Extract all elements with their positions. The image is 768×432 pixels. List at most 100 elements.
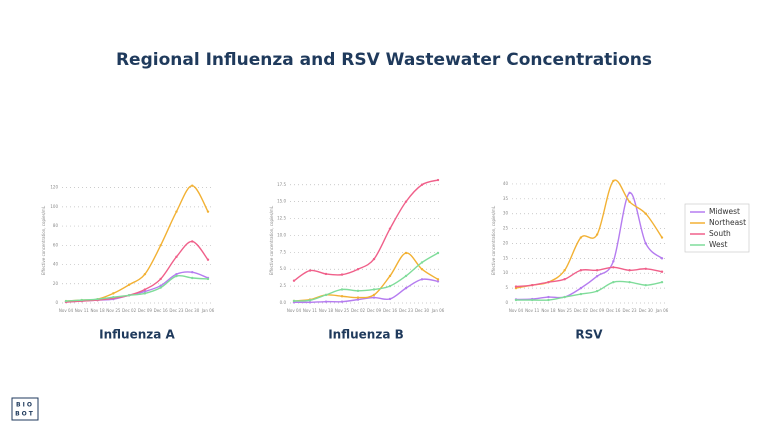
data-point: [579, 292, 583, 296]
data-point: [595, 269, 599, 272]
legend-label: Northeast: [709, 218, 746, 227]
data-point: [531, 283, 534, 287]
y-axis-label: Effective concentration, copies/mL: [41, 205, 46, 275]
data-point: [372, 288, 376, 291]
x-tick-label: Dec 16: [606, 308, 621, 313]
data-point: [612, 280, 615, 284]
data-point: [514, 285, 518, 288]
series-line: [516, 280, 663, 301]
data-point: [644, 242, 647, 245]
x-tick-label: Dec 09: [367, 308, 382, 313]
x-tick-label: Dec 09: [590, 308, 605, 313]
chart-title: Influenza B: [328, 328, 404, 342]
data-point: [628, 269, 631, 272]
y-tick-label: 5: [505, 285, 508, 290]
logo-box: [11, 397, 39, 421]
x-tick-label: Nov 04: [509, 308, 524, 313]
x-tick-label: Jan 06: [201, 308, 215, 313]
data-point: [595, 275, 599, 278]
data-point: [191, 276, 194, 280]
data-point: [388, 227, 392, 230]
y-tick-label: 0.0: [280, 300, 287, 305]
data-point: [579, 236, 583, 239]
y-tick-label: 100: [50, 204, 58, 209]
data-point: [324, 293, 328, 297]
y-axis-label: Effective concentration, copies/mL: [269, 205, 274, 275]
y-tick-label: 15: [503, 255, 509, 260]
data-point: [340, 300, 344, 303]
data-point: [579, 286, 583, 290]
series-line: [293, 278, 439, 304]
series-line: [293, 252, 439, 302]
y-tick-label: 120: [50, 185, 58, 190]
data-point: [159, 244, 162, 247]
y-tick-label: 7.5: [280, 249, 287, 254]
y-tick-label: 35: [503, 196, 509, 201]
data-point: [628, 200, 631, 204]
x-tick-label: Dec 30: [639, 308, 654, 313]
data-point: [206, 210, 210, 213]
data-point: [356, 289, 360, 293]
data-point: [436, 280, 440, 283]
y-tick-label: 40: [503, 181, 509, 186]
series-line: [293, 252, 439, 302]
y-tick-label: 12.5: [277, 216, 286, 221]
x-tick-label: Nov 11: [75, 308, 90, 313]
data-point: [127, 294, 131, 297]
logo: BIO BOT: [11, 397, 39, 421]
data-point: [420, 268, 424, 271]
y-tick-label: 0: [55, 300, 58, 305]
data-point: [388, 284, 392, 288]
data-point: [404, 251, 408, 255]
y-tick-label: 60: [53, 242, 59, 247]
x-tick-label: Dec 23: [169, 308, 184, 313]
data-point: [644, 267, 647, 270]
chart-title: RSV: [575, 328, 603, 342]
data-point: [191, 240, 194, 243]
data-point: [595, 233, 599, 236]
legend-label: West: [709, 240, 727, 249]
data-point: [531, 298, 534, 302]
series-line: [65, 274, 209, 302]
y-tick-label: 5.0: [280, 266, 287, 271]
logo-text: BIO: [16, 402, 34, 409]
data-point: [143, 288, 147, 291]
data-point: [64, 299, 68, 303]
data-point: [159, 277, 162, 281]
data-point: [563, 269, 566, 272]
data-point: [175, 274, 178, 278]
x-tick-label: Nov 04: [287, 308, 302, 313]
y-tick-label: 0: [505, 300, 508, 305]
x-tick-label: Nov 04: [59, 308, 74, 313]
data-point: [127, 283, 131, 286]
y-tick-label: 30: [503, 211, 509, 216]
y-tick-label: 10.0: [277, 232, 286, 237]
y-tick-label: 17.5: [277, 182, 286, 187]
data-point: [628, 191, 631, 195]
data-point: [547, 295, 550, 299]
data-point: [372, 293, 376, 297]
data-point: [660, 280, 664, 284]
series-line: [65, 240, 209, 303]
data-point: [175, 255, 178, 259]
legend-label: South: [709, 229, 731, 238]
data-point: [308, 269, 312, 272]
data-point: [372, 257, 376, 261]
data-point: [547, 298, 550, 302]
data-point: [324, 272, 328, 276]
y-tick-label: 80: [53, 223, 59, 228]
x-tick-label: Nov 11: [303, 308, 318, 313]
x-tick-label: Dec 16: [383, 308, 398, 313]
data-point: [340, 288, 344, 291]
x-tick-label: Nov 18: [90, 308, 105, 313]
y-axis-label: Effective concentration, copies/mL: [491, 205, 496, 275]
page-title: Regional Influenza and RSV Wastewater Co…: [116, 50, 652, 70]
data-point: [563, 295, 566, 299]
data-point: [420, 261, 424, 264]
data-point: [112, 296, 115, 299]
data-point: [420, 278, 424, 281]
data-point: [547, 280, 550, 284]
data-point: [660, 236, 664, 239]
data-point: [404, 274, 408, 278]
data-point: [356, 296, 360, 299]
